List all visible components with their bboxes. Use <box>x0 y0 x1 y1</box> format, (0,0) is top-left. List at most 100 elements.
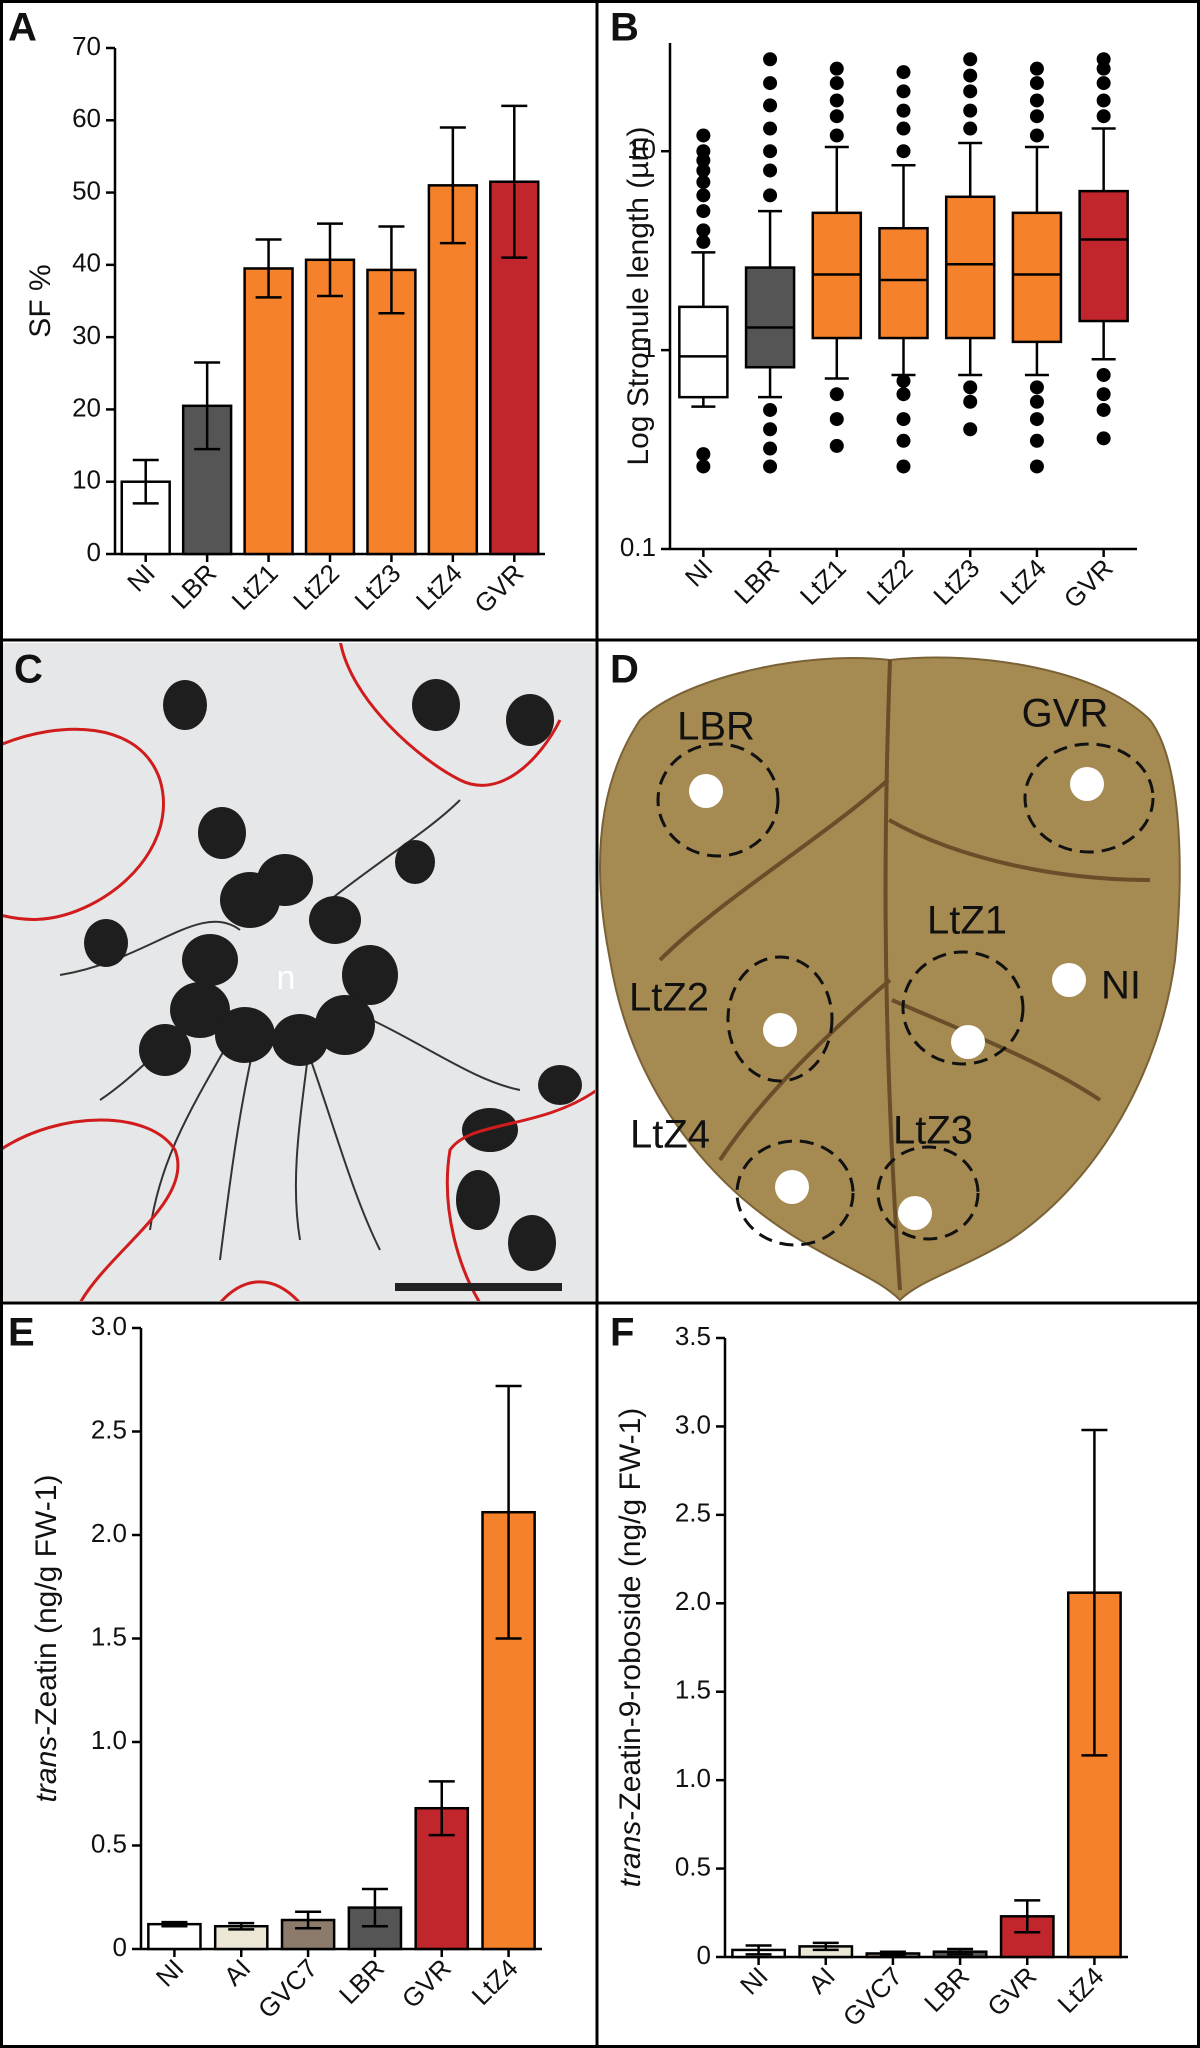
outlier <box>1029 61 1044 76</box>
zone-label: LtZ4 <box>630 1113 710 1157</box>
outlier <box>1029 433 1044 448</box>
outlier <box>1096 109 1111 124</box>
outlier <box>1096 387 1111 402</box>
x-tick-label: LtZ1 <box>794 553 852 611</box>
outlier <box>1029 76 1044 91</box>
outlier <box>1029 109 1044 124</box>
error-bar <box>428 1780 455 1837</box>
x-tick-label: AI <box>802 1961 841 2000</box>
outlier <box>1029 93 1044 108</box>
outlier <box>896 433 911 448</box>
outlier <box>896 459 911 474</box>
error-bar <box>361 1887 388 1928</box>
x-tick-label: LtZ2 <box>287 558 345 616</box>
bar <box>366 268 417 556</box>
x-tick-label: NI <box>679 553 719 593</box>
infiltration-zones <box>656 742 1155 1247</box>
chloroplasts <box>84 679 582 1271</box>
outlier <box>696 144 711 159</box>
x-tick-label: LtZ4 <box>994 553 1052 611</box>
micrograph-bg <box>3 643 595 1301</box>
outlier <box>896 144 911 159</box>
outlier <box>696 175 711 190</box>
zone-label: NI <box>1101 964 1141 1008</box>
x-tick-label: LtZ4 <box>466 1953 524 2011</box>
outlier <box>963 84 978 99</box>
y-tick-label: 0.5 <box>675 1851 711 1881</box>
leaf-photo <box>599 643 1197 1301</box>
cell-outlines <box>3 643 595 1301</box>
outlier <box>763 402 778 417</box>
outlier <box>1096 52 1111 67</box>
y-axis-label: trans-Zeatin-9-roboside (ng/g FW-1) <box>614 1408 647 1888</box>
y-tick-label: 50 <box>72 175 101 205</box>
outlier <box>896 373 911 388</box>
x-tick-label: LtZ3 <box>927 553 985 611</box>
y-tick-label: 3.0 <box>675 1409 711 1439</box>
outlier <box>963 68 978 83</box>
y-tick-label: 1.0 <box>91 1725 127 1755</box>
outlier <box>829 61 844 76</box>
error-bar <box>317 222 343 298</box>
outlier <box>896 121 911 136</box>
x-tick-label: NI <box>734 1961 774 2001</box>
box <box>1078 189 1129 323</box>
y-axis-label-text: -Zeatin-9-roboside (ng/g FW-1) <box>614 1408 647 1821</box>
outlier <box>1096 93 1111 108</box>
outlier <box>829 76 844 91</box>
y-axis-label-text: SF % <box>24 264 57 337</box>
x-tick-label: LtZ2 <box>861 553 919 611</box>
y-tick-label: 1.5 <box>91 1621 127 1651</box>
y-tick-label: 30 <box>72 320 101 350</box>
y-tick-label: 20 <box>72 392 101 422</box>
x-tick-label: LtZ4 <box>1052 1961 1110 2019</box>
outlier <box>829 387 844 402</box>
outlier <box>1029 128 1044 143</box>
outlier <box>963 380 978 395</box>
outlier <box>963 422 978 437</box>
x-tick-label: GVC7 <box>252 1953 323 2024</box>
x-tick-label: GVR <box>468 558 529 619</box>
outlier <box>763 76 778 91</box>
outlier <box>696 188 711 203</box>
outlier <box>963 121 978 136</box>
error-bar <box>879 1950 906 1957</box>
y-tick-label: 2.5 <box>675 1498 711 1528</box>
outlier <box>896 65 911 80</box>
x-tick-label: GVR <box>1058 553 1119 614</box>
panel-label: E <box>8 1311 35 1355</box>
error-bar <box>501 104 528 259</box>
outlier <box>1096 431 1111 446</box>
outlier <box>696 447 711 462</box>
outlier <box>896 103 911 118</box>
zone-label: GVR <box>1022 692 1109 736</box>
error-bar <box>1014 1899 1041 1934</box>
y-axis-label-text: Log Stromule length (µm) <box>622 126 655 465</box>
error-bar <box>495 1384 522 1640</box>
x-tick-label: AI <box>218 1953 257 1992</box>
y-tick-label: 0.5 <box>91 1828 127 1858</box>
outlier <box>763 188 778 203</box>
zone-label: LBR <box>677 705 755 749</box>
outlier <box>829 109 844 124</box>
micrograph <box>3 643 595 1301</box>
nucleus-label: n <box>277 959 296 997</box>
outlier <box>763 121 778 136</box>
outlier <box>763 52 778 67</box>
error-bar <box>439 126 466 245</box>
outlier <box>896 84 911 99</box>
outlier <box>1096 402 1111 417</box>
y-axis-label-italic: trans <box>614 1821 647 1888</box>
panel-label: B <box>610 6 639 50</box>
x-tick-label: GVR <box>981 1961 1042 2022</box>
error-bar <box>255 238 282 299</box>
y-tick-label: 3.0 <box>91 1311 127 1341</box>
error-bar <box>378 225 405 315</box>
y-tick-label: 2.0 <box>675 1586 711 1616</box>
outlier <box>696 459 711 474</box>
panel-label: A <box>8 6 37 50</box>
x-tick-label: GVC7 <box>837 1961 908 2032</box>
x-tick-label: NI <box>121 558 161 598</box>
outlier <box>763 98 778 113</box>
